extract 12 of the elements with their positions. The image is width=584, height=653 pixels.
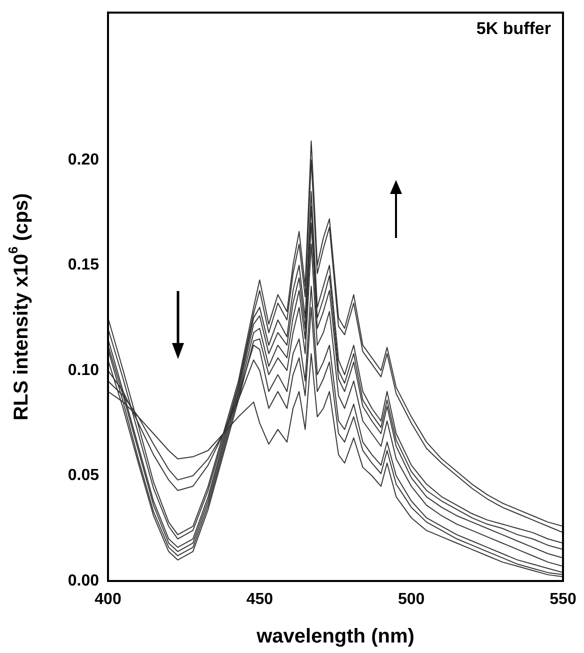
y-tick-label: 0.15 bbox=[68, 256, 100, 274]
x-tick-label: 400 bbox=[94, 591, 122, 608]
x-tick-label: 450 bbox=[246, 591, 274, 608]
y-axis-title: RLS intensity x106 (cps) bbox=[6, 193, 33, 420]
y-tick-label: 0.05 bbox=[68, 467, 100, 484]
y-tick-label: 0.10 bbox=[68, 362, 100, 379]
x-axis-title: wavelength (nm) bbox=[256, 626, 414, 648]
y-tick-label: 0.20 bbox=[68, 151, 100, 168]
x-tick-label: 500 bbox=[398, 591, 425, 608]
annotation: 5K buffer bbox=[476, 18, 552, 38]
x-tick-label: 550 bbox=[550, 591, 576, 608]
y-tick-label: 0.00 bbox=[68, 572, 100, 590]
